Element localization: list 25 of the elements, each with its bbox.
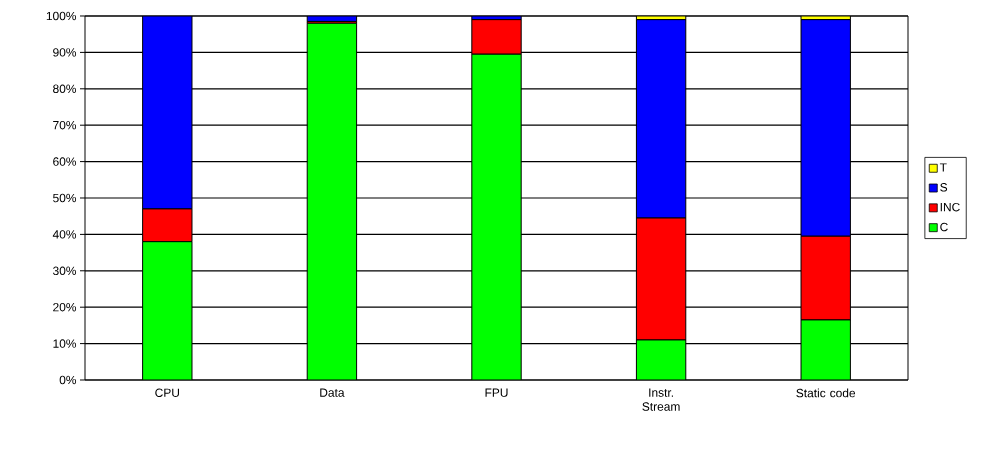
y-tick-label: 80% [53, 84, 77, 94]
y-tick-label: 90% [53, 48, 77, 57]
x-tick-label: FPU [485, 388, 508, 397]
legend-label: T [939, 163, 947, 172]
bar [306, 22, 358, 380]
y-tick-label: 40% [52, 230, 77, 239]
y-tick-label: 30% [53, 266, 77, 276]
legend-label: INC [940, 202, 960, 212]
bar [142, 241, 193, 380]
x-tick-label: Instr. Stream [642, 388, 680, 411]
bar [471, 53, 522, 380]
y-tick-label: 0% [59, 375, 77, 385]
bar [635, 339, 687, 380]
x-tick-label: Static code [796, 388, 856, 398]
legend-label: C [940, 222, 948, 232]
y-tick-label: 50% [53, 193, 77, 203]
legend-label: S [940, 183, 948, 192]
y-tick-label: 10% [53, 339, 77, 348]
x-tick-label: Data [320, 388, 345, 397]
y-tick-label: 100% [46, 11, 77, 21]
y-tick-label: 20% [53, 302, 77, 312]
y-tick-label: 60% [53, 157, 77, 166]
bar [800, 319, 851, 380]
y-tick-label: 70% [53, 120, 77, 130]
x-tick-label: CPU [155, 388, 179, 397]
